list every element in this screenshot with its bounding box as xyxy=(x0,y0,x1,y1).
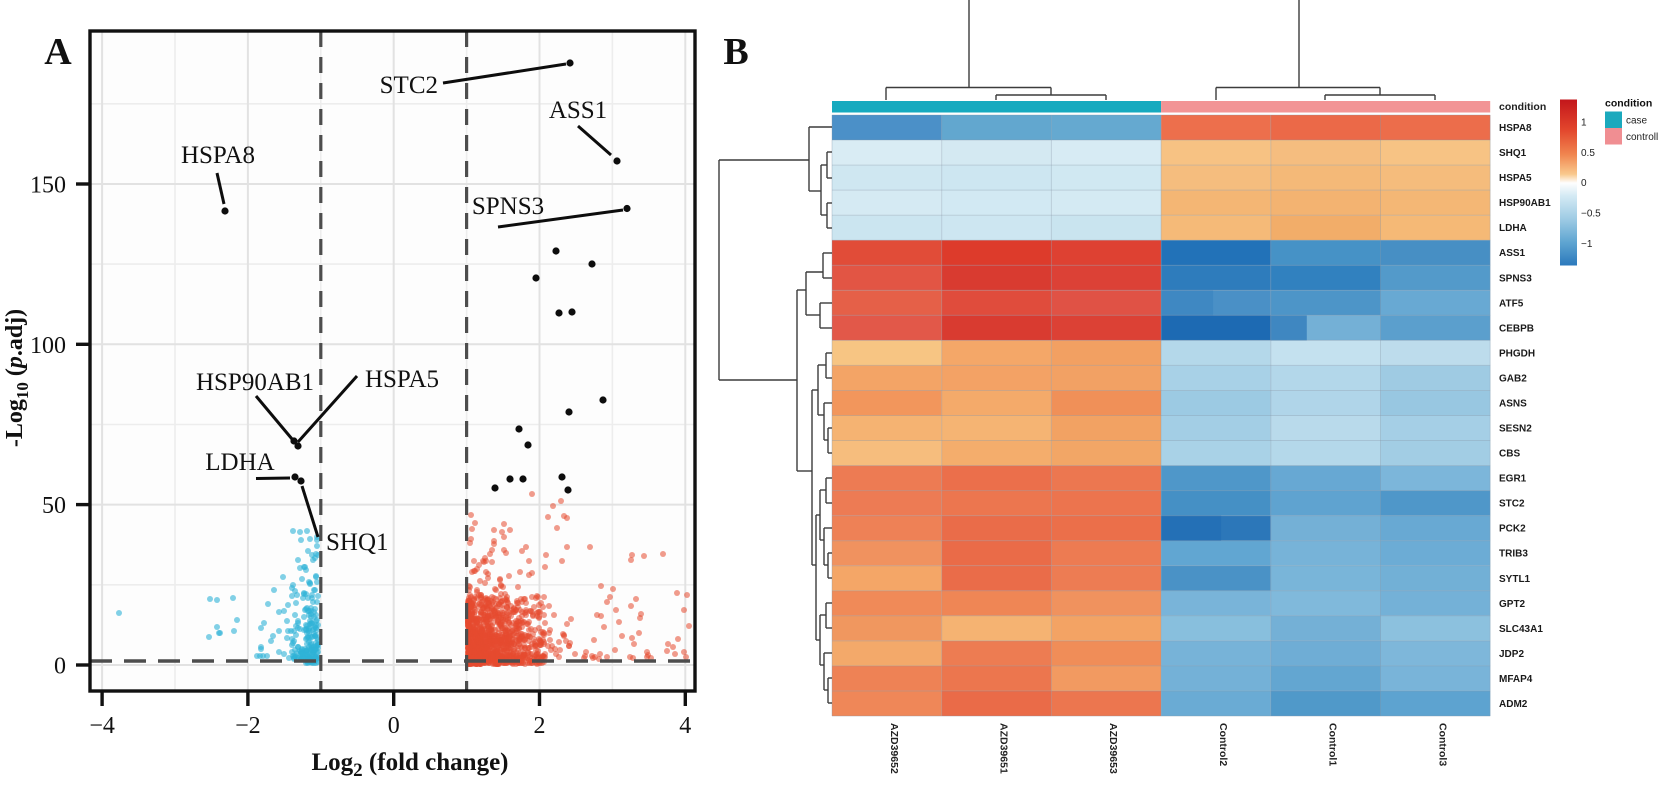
svg-text:AZD39652: AZD39652 xyxy=(888,723,900,774)
svg-text:Log2 (fold change): Log2 (fold change) xyxy=(311,749,508,780)
svg-text:ASNS: ASNS xyxy=(1499,398,1527,409)
svg-text:SLC43A1: SLC43A1 xyxy=(1499,624,1543,635)
svg-text:−0.5: −0.5 xyxy=(1581,209,1601,220)
svg-text:A: A xyxy=(44,31,72,73)
svg-text:GAB2: GAB2 xyxy=(1499,373,1527,384)
svg-text:−4: −4 xyxy=(89,713,115,739)
svg-text:0.5: 0.5 xyxy=(1581,148,1595,159)
svg-text:HSPA8: HSPA8 xyxy=(1499,123,1532,134)
svg-text:STC2: STC2 xyxy=(380,72,438,99)
svg-text:2: 2 xyxy=(534,713,546,739)
svg-text:SHQ1: SHQ1 xyxy=(326,529,389,556)
svg-text:0: 0 xyxy=(54,654,66,680)
svg-text:HSP90AB1: HSP90AB1 xyxy=(196,369,314,396)
svg-text:PCK2: PCK2 xyxy=(1499,524,1526,535)
svg-text:150: 150 xyxy=(30,172,66,198)
svg-text:case: case xyxy=(1626,116,1648,127)
svg-text:CEBPB: CEBPB xyxy=(1499,323,1534,334)
svg-text:Control1: Control1 xyxy=(1327,723,1339,766)
svg-text:ATF5: ATF5 xyxy=(1499,298,1524,309)
svg-text:SYTL1: SYTL1 xyxy=(1499,574,1531,585)
svg-text:100: 100 xyxy=(30,333,66,359)
svg-text:−2: −2 xyxy=(235,713,261,739)
svg-text:Control2: Control2 xyxy=(1217,723,1229,766)
svg-text:ASS1: ASS1 xyxy=(1499,248,1526,259)
svg-text:MFAP4: MFAP4 xyxy=(1499,674,1533,685)
svg-text:-Log10 (p.adj): -Log10 (p.adj) xyxy=(2,309,32,447)
svg-text:PHGDH: PHGDH xyxy=(1499,348,1535,359)
svg-text:SPNS3: SPNS3 xyxy=(472,193,544,220)
svg-text:−1: −1 xyxy=(1581,239,1593,250)
svg-text:HSPA5: HSPA5 xyxy=(1499,173,1532,184)
svg-text:HSPA8: HSPA8 xyxy=(181,142,255,169)
svg-text:EGR1: EGR1 xyxy=(1499,474,1527,485)
svg-text:LDHA: LDHA xyxy=(205,449,274,476)
svg-text:0: 0 xyxy=(1581,178,1587,189)
svg-text:1: 1 xyxy=(1581,118,1587,129)
svg-text:AZD39653: AZD39653 xyxy=(1107,723,1119,774)
svg-text:B: B xyxy=(723,31,748,73)
svg-text:ASS1: ASS1 xyxy=(549,97,607,124)
svg-text:SHQ1: SHQ1 xyxy=(1499,148,1527,159)
svg-text:LDHA: LDHA xyxy=(1499,223,1527,234)
svg-text:TRIB3: TRIB3 xyxy=(1499,549,1528,560)
svg-text:AZD39651: AZD39651 xyxy=(998,723,1010,774)
svg-text:ADM2: ADM2 xyxy=(1499,699,1528,710)
svg-text:HSP90AB1: HSP90AB1 xyxy=(1499,198,1551,209)
svg-text:GPT2: GPT2 xyxy=(1499,599,1526,610)
svg-text:4: 4 xyxy=(679,713,691,739)
svg-text:SESN2: SESN2 xyxy=(1499,424,1532,435)
svg-text:controll: controll xyxy=(1626,132,1658,143)
svg-text:condition: condition xyxy=(1605,98,1652,110)
svg-text:STC2: STC2 xyxy=(1499,499,1525,510)
svg-text:condition: condition xyxy=(1499,101,1546,113)
svg-text:JDP2: JDP2 xyxy=(1499,649,1524,660)
svg-text:HSPA5: HSPA5 xyxy=(365,366,439,393)
svg-text:SPNS3: SPNS3 xyxy=(1499,273,1532,284)
svg-text:Control3: Control3 xyxy=(1436,723,1448,766)
svg-text:50: 50 xyxy=(42,493,66,519)
svg-text:CBS: CBS xyxy=(1499,449,1520,460)
svg-text:0: 0 xyxy=(388,713,400,739)
